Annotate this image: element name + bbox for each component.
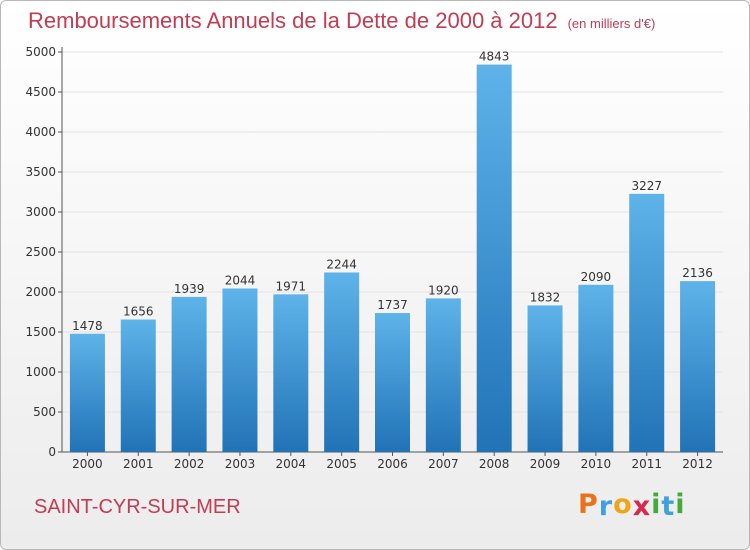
logo-letter: P [578,489,599,520]
x-tick-label: 2012 [682,457,713,471]
bar-value-label: 2244 [326,257,357,271]
bar-value-label: 1939 [174,282,205,296]
x-tick-label: 2008 [479,457,510,471]
bar-2008 [476,64,512,452]
bar-value-label: 1656 [123,305,154,319]
chart-title: Remboursements Annuels de la Dette de 20… [28,8,655,34]
y-tick-label: 500 [33,405,56,419]
x-tick-label: 2005 [326,457,357,471]
y-tick-label: 4000 [25,125,56,139]
bar-2011 [629,193,665,452]
y-tick-label: 3500 [25,165,56,179]
bar-2004 [273,294,309,452]
bar-value-label: 1971 [276,279,307,293]
x-tick-label: 2010 [581,457,612,471]
bar-value-label: 1920 [428,283,459,297]
x-tick-label: 2004 [276,457,307,471]
x-tick-label: 2009 [530,457,561,471]
y-tick-label: 4500 [25,85,56,99]
logo-letter: i [651,489,662,520]
logo-letter: t [661,491,676,522]
logo-letter: i [675,489,686,520]
bar-2000 [69,333,105,452]
bar-2012 [680,281,716,452]
logo-letter: r [598,491,614,522]
proxiti-logo: Proxiti [578,489,686,522]
bar-value-label: 1478 [72,319,103,333]
y-tick-label: 1500 [25,325,56,339]
x-tick-label: 2006 [377,457,408,471]
y-tick-label: 0 [48,445,56,459]
bar-2005 [324,272,360,452]
bar-2009 [527,305,563,452]
y-tick-label: 1000 [25,365,56,379]
bar-2007 [425,298,461,452]
y-tick-label: 3000 [25,205,56,219]
bar-value-label: 4843 [479,50,510,64]
bar-value-label: 3227 [631,179,662,193]
chart-subtitle: (en milliers d'€) [567,16,656,31]
bar-2001 [120,319,156,452]
bar-value-label: 1737 [377,298,408,312]
y-tick-label: 5000 [25,45,56,59]
x-tick-label: 2003 [225,457,256,471]
bar-value-label: 2090 [581,270,612,284]
y-tick-label: 2000 [25,285,56,299]
bar-2003 [222,288,258,452]
x-tick-label: 2000 [72,457,103,471]
y-tick-label: 2500 [25,245,56,259]
bar-value-label: 1832 [530,290,561,304]
x-tick-label: 2002 [174,457,205,471]
bar-value-label: 2044 [225,273,256,287]
bar-2002 [171,296,207,452]
x-tick-label: 2001 [123,457,154,471]
town-name: SAINT-CYR-SUR-MER [34,496,241,518]
bar-2006 [375,313,410,452]
bar-value-label: 2136 [682,266,713,280]
bar-2010 [578,284,614,452]
x-tick-label: 2011 [631,457,662,471]
logo-letter: o [613,489,633,520]
logo-letter: x [632,491,652,522]
title-text: Remboursements Annuels de la Dette de 20… [28,8,558,33]
x-tick-label: 2007 [428,457,459,471]
